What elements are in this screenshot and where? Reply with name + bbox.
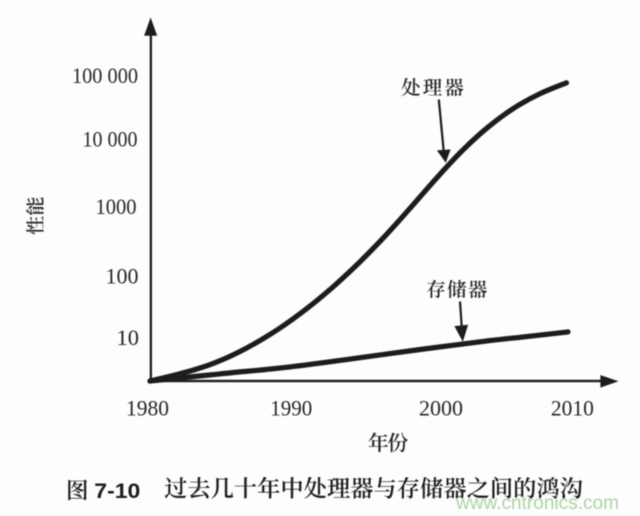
svg-text:100: 100: [106, 264, 139, 289]
svg-text:10: 10: [117, 325, 140, 350]
svg-text:www.cntronics.com: www.cntronics.com: [455, 493, 619, 514]
svg-text:10 000: 10 000: [83, 127, 138, 152]
svg-text:1990: 1990: [270, 396, 312, 421]
svg-text:1980: 1980: [126, 396, 169, 421]
svg-text:1000: 1000: [96, 194, 137, 219]
svg-text:2000: 2000: [419, 396, 463, 421]
svg-text:2010: 2010: [551, 396, 594, 421]
svg-text:7-10: 7-10: [94, 479, 140, 503]
svg-text:100 000: 100 000: [72, 63, 138, 88]
